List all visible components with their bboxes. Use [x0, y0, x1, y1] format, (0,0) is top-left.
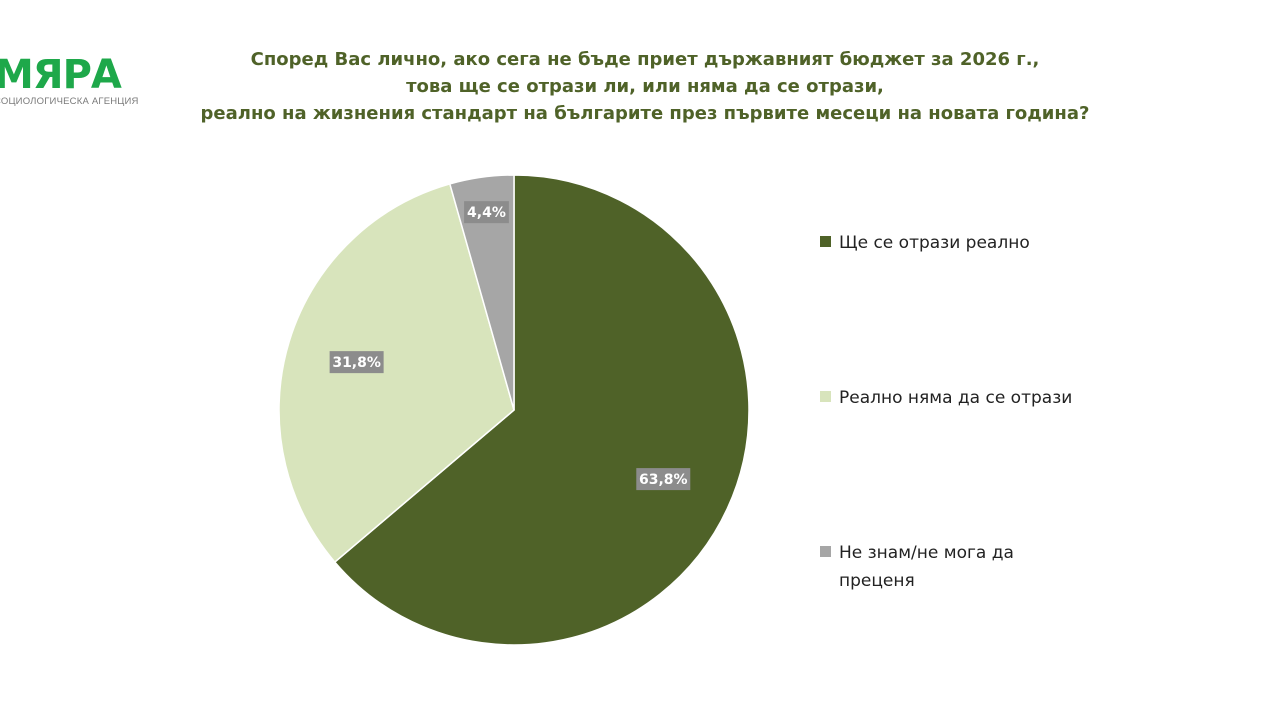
data-label-box	[636, 468, 691, 491]
data-label-text: 4,4%	[467, 205, 506, 221]
legend-label: преценя	[839, 571, 915, 591]
chart-title: Според Вас лично, ако сега не бъде приет…	[140, 46, 1150, 127]
chart-title-line-2: това ще се отрази ли, или няма да се отр…	[406, 76, 884, 97]
legend-label: Не знам/не мога да	[839, 543, 1014, 563]
data-label-1: 63,8%	[636, 468, 691, 491]
data-label-2: 31,8%	[329, 351, 384, 374]
data-label-box	[464, 201, 509, 224]
legend-label: Ще се отрази реално	[839, 233, 1030, 253]
pie-slices	[278, 174, 750, 646]
legend-swatch	[820, 236, 831, 247]
pie-slice-2	[278, 182, 515, 564]
pie-data-labels: 63,8% 31,8% 4,4%	[329, 201, 691, 491]
logo-subtitle: СОЦИОЛОГИЧЕСКА АГЕНЦИЯ	[0, 96, 139, 107]
logo-wordmark: МЯРА	[0, 52, 122, 98]
legend-label: Реално няма да се отрази	[839, 388, 1072, 408]
legend-item-1: Ще се отрази реално	[820, 233, 1030, 253]
legend-swatch	[820, 391, 831, 402]
pie-slice-3	[448, 174, 515, 411]
pie-slice-1	[333, 174, 750, 646]
chart-title-line-3: реално на жизнения стандарт на българите…	[200, 103, 1090, 124]
data-label-text: 63,8%	[639, 472, 688, 488]
data-label-box	[329, 351, 384, 374]
legend: Ще се отрази реално Реално няма да се отр…	[820, 233, 1072, 591]
chart-title-line-1: Според Вас лично, ако сега не бъде приет…	[250, 49, 1040, 70]
legend-swatch	[820, 546, 831, 557]
data-label-text: 31,8%	[332, 355, 381, 371]
miara-logo: МЯРА СОЦИОЛОГИЧЕСКА АГЕНЦИЯ	[0, 52, 144, 112]
legend-item-2: Реално няма да се отрази	[820, 388, 1072, 408]
data-label-3: 4,4%	[464, 201, 509, 224]
legend-item-3: Не знам/не мога да преценя	[820, 543, 1014, 591]
